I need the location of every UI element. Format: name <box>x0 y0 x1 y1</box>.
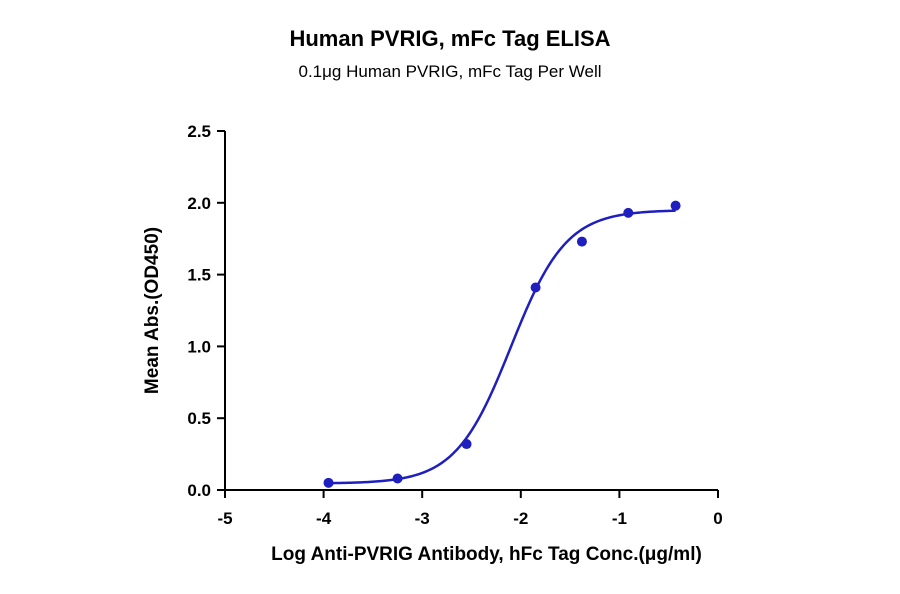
data-point <box>461 439 472 450</box>
x-tick-label: -5 <box>217 509 232 528</box>
x-tick-label: -3 <box>415 509 430 528</box>
data-point <box>623 207 634 218</box>
y-tick-label: 0.0 <box>187 481 211 500</box>
data-point <box>530 282 541 293</box>
y-tick-label: 0.5 <box>187 409 211 428</box>
x-axis-ticks: -5 -4 -3 -2 -1 0 <box>217 490 723 528</box>
y-tick-label: 2.0 <box>187 194 211 213</box>
x-tick-label: -2 <box>513 509 528 528</box>
y-tick-label: 1.5 <box>187 266 211 285</box>
y-axis-ticks: 0.0 0.5 1.0 1.5 2.0 2.5 <box>187 122 225 500</box>
y-tick-label: 2.5 <box>187 122 211 141</box>
data-point <box>323 477 334 488</box>
x-tick-label: 0 <box>713 509 722 528</box>
data-point <box>670 200 681 211</box>
x-axis-label: Log Anti-PVRIG Antibody, hFc Tag Conc.(μ… <box>271 544 702 565</box>
y-tick-label: 1.0 <box>187 337 211 356</box>
data-points <box>323 200 681 488</box>
x-tick-label: -4 <box>316 509 332 528</box>
x-tick-label: -1 <box>612 509 627 528</box>
chart-subtitle: 0.1μg Human PVRIG, mFc Tag Per Well <box>298 62 602 81</box>
fit-curve <box>328 209 676 485</box>
y-axis-label: Mean Abs.(OD450) <box>142 227 163 394</box>
data-point <box>576 236 587 247</box>
data-point <box>392 473 403 484</box>
chart-title: Human PVRIG, mFc Tag ELISA <box>289 26 611 51</box>
